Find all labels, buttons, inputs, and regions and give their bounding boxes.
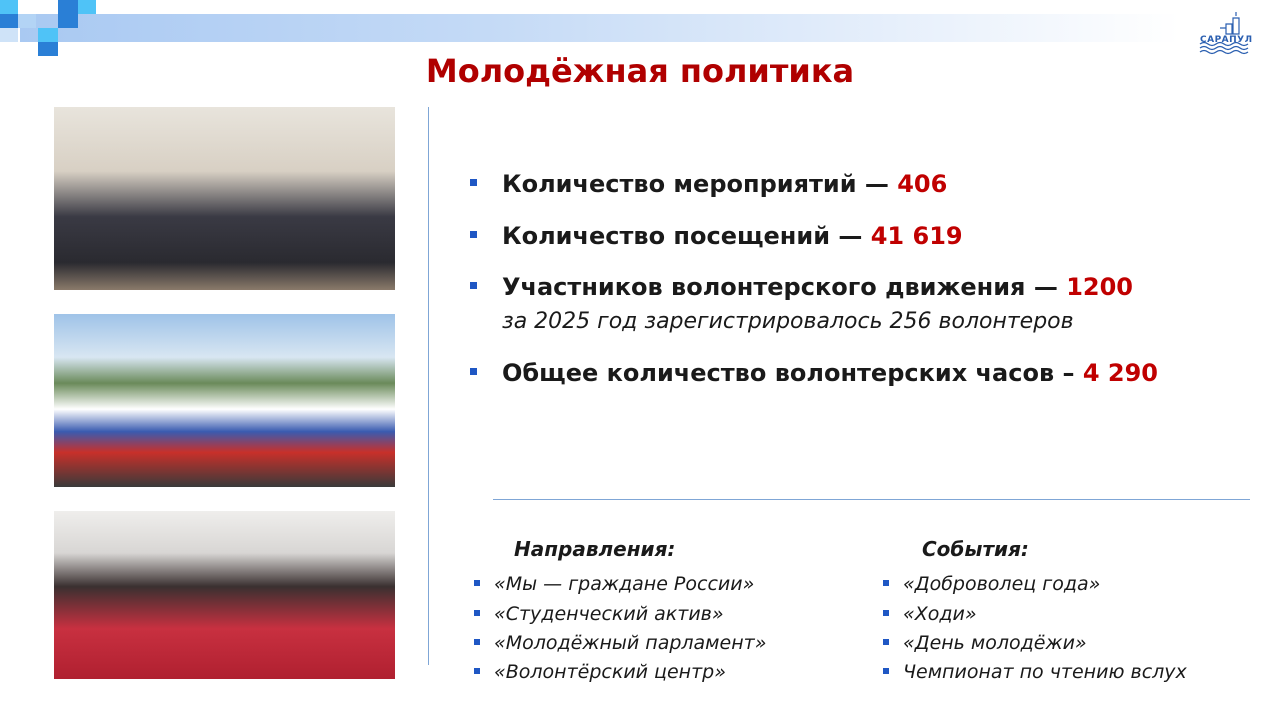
item-text: «День молодёжи» bbox=[903, 632, 1087, 654]
stat-events: Количество мероприятий — 406 bbox=[470, 170, 947, 198]
events-heading: События: bbox=[922, 537, 1029, 561]
event-item: «День молодёжи» bbox=[883, 632, 1087, 654]
direction-item: «Студенческий актив» bbox=[474, 603, 724, 625]
horizontal-divider bbox=[493, 499, 1250, 500]
item-text: «Волонтёрский центр» bbox=[494, 661, 726, 683]
bullet-icon bbox=[474, 638, 480, 645]
sarapul-logo bbox=[1199, 12, 1249, 55]
stat-volunteers: Участников волонтерского движения — 1200 bbox=[470, 273, 1133, 301]
logo-text: САРАПУЛ bbox=[1200, 35, 1253, 45]
bullet-icon bbox=[470, 367, 477, 375]
item-text: «Ходи» bbox=[903, 603, 977, 625]
event-item: «Ходи» bbox=[883, 603, 977, 625]
bullet-icon bbox=[474, 609, 480, 616]
stat-label: Общее количество волонтерских часов – bbox=[502, 359, 1083, 387]
directions-heading: Направления: bbox=[514, 537, 676, 561]
direction-item: «Молодёжный парламент» bbox=[474, 632, 766, 654]
bullet-icon bbox=[470, 281, 477, 289]
item-text: «Студенческий актив» bbox=[494, 603, 724, 625]
logo-name: САРАПУЛ bbox=[1200, 35, 1253, 45]
header-band bbox=[20, 14, 1180, 42]
stat-hours: Общее количество волонтерских часов – 4 … bbox=[470, 359, 1158, 387]
bullet-icon bbox=[883, 609, 889, 616]
stat-value: 1200 bbox=[1066, 273, 1133, 301]
stat-label: Количество мероприятий — bbox=[502, 170, 898, 198]
item-text: Чемпионат по чтению вслух bbox=[903, 661, 1187, 683]
item-text: «Молодёжный парламент» bbox=[494, 632, 767, 654]
vertical-divider bbox=[428, 107, 429, 665]
bullet-icon bbox=[474, 667, 480, 674]
bullet-icon bbox=[470, 178, 477, 186]
photo-audience bbox=[54, 511, 395, 679]
direction-item: «Волонтёрский центр» bbox=[474, 661, 726, 683]
bullet-icon bbox=[883, 638, 889, 645]
event-item: Чемпионат по чтению вслух bbox=[883, 661, 1187, 683]
bullet-icon bbox=[470, 230, 477, 238]
bullet-icon bbox=[883, 667, 889, 674]
stat-visits: Количество посещений — 41 619 bbox=[470, 222, 963, 250]
event-item: «Доброволец года» bbox=[883, 573, 1100, 595]
stat-value: 406 bbox=[897, 170, 948, 198]
photo-group bbox=[54, 107, 395, 290]
stat-value: 4 290 bbox=[1082, 359, 1158, 387]
item-text: «Мы — граждане России» bbox=[494, 573, 755, 595]
stat-value: 41 619 bbox=[870, 222, 963, 250]
bullet-icon bbox=[474, 579, 480, 586]
page-title: Молодёжная политика bbox=[425, 52, 855, 90]
photo-flag-march bbox=[54, 314, 395, 487]
stat-label: Количество посещений — bbox=[502, 222, 871, 250]
volunteers-note: за 2025 год зарегистрировалось 256 волон… bbox=[502, 309, 1074, 334]
bullet-icon bbox=[883, 579, 889, 586]
item-text: «Доброволец года» bbox=[903, 573, 1101, 595]
direction-item: «Мы — граждане России» bbox=[474, 573, 754, 595]
stat-label: Участников волонтерского движения — bbox=[502, 273, 1067, 301]
